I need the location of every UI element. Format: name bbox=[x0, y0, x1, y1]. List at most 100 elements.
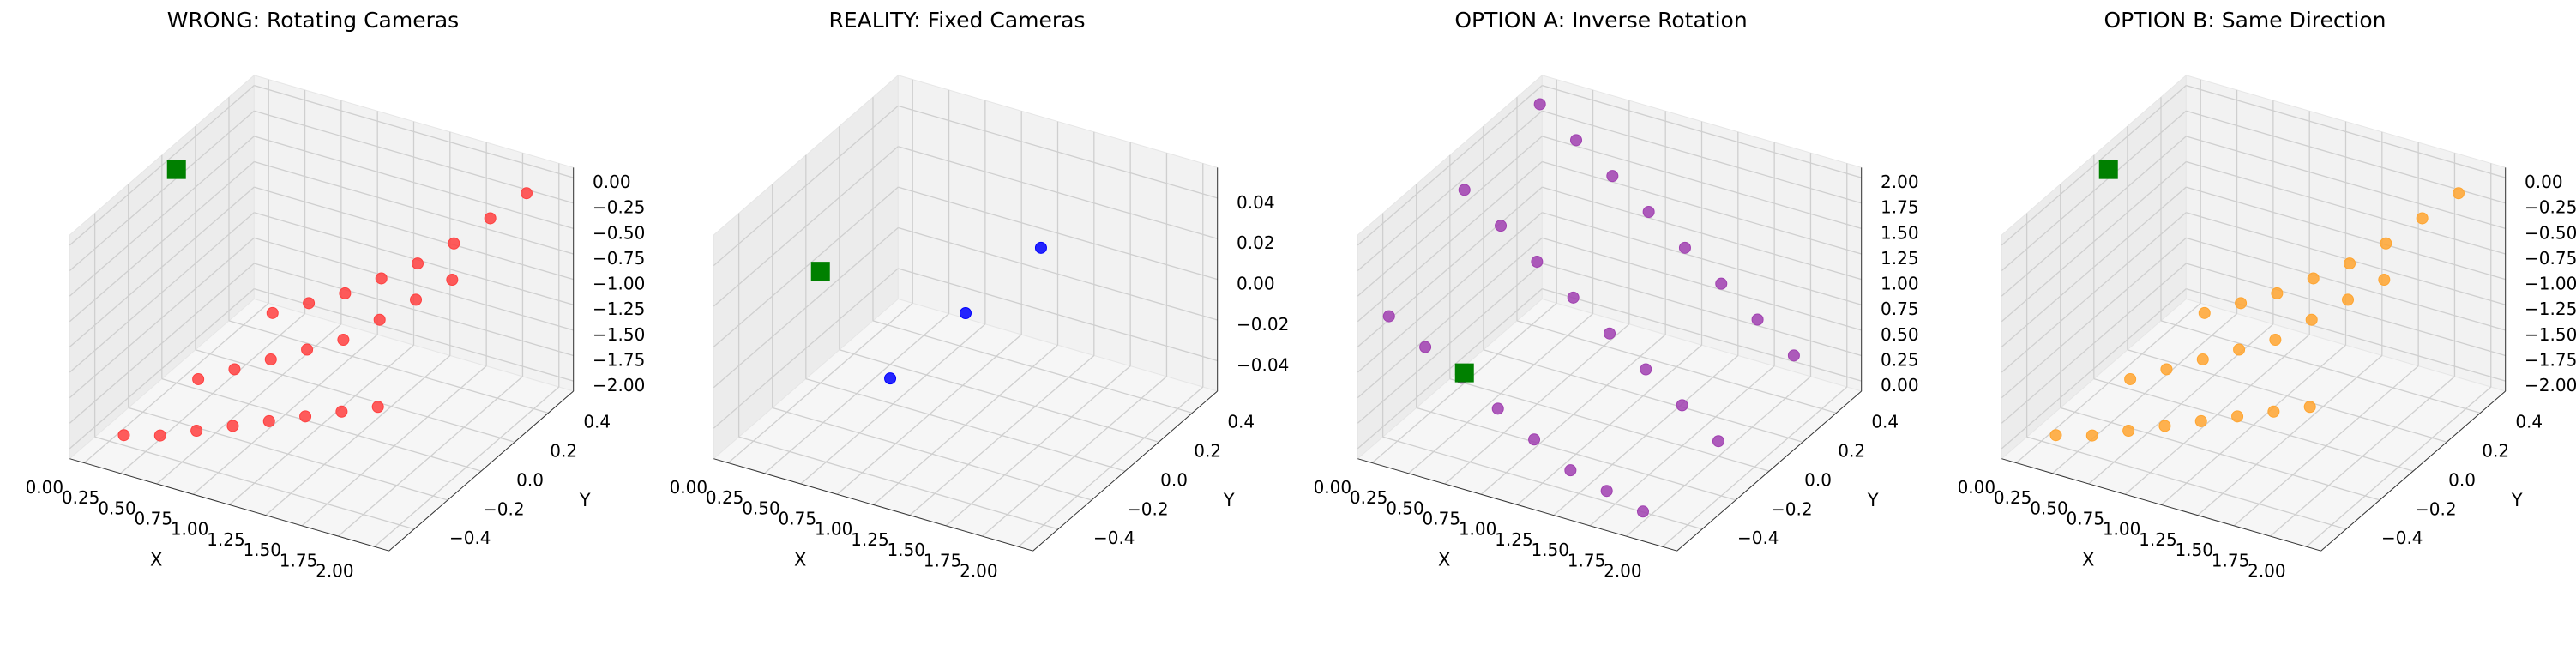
grid-line bbox=[2127, 349, 2447, 443]
grid-line bbox=[2001, 110, 2187, 271]
point bbox=[1676, 399, 1688, 412]
y-tick-label: 0.0 bbox=[2448, 469, 2476, 490]
subplot: OPTION A: Inverse Rotation0.000.250.500.… bbox=[1314, 8, 1919, 582]
point bbox=[1491, 402, 1504, 415]
point bbox=[448, 237, 460, 250]
y-axis bbox=[1676, 390, 1863, 552]
grid-line bbox=[2001, 136, 2187, 297]
y-axis bbox=[388, 390, 575, 552]
grid-line bbox=[2001, 212, 2187, 373]
grid-line bbox=[805, 377, 1126, 472]
point bbox=[190, 425, 203, 438]
point bbox=[520, 187, 533, 200]
point bbox=[2416, 212, 2429, 225]
point bbox=[1533, 98, 1546, 111]
x-tick-label: 0.75 bbox=[2067, 509, 2105, 529]
point bbox=[1678, 241, 1691, 254]
grid-line bbox=[1357, 263, 1543, 424]
grid-line bbox=[1357, 237, 1543, 399]
y-tick-label: −0.2 bbox=[1771, 498, 1813, 519]
subplot-title: OPTION A: Inverse Rotation bbox=[1454, 8, 1747, 33]
z-tick-label: −0.02 bbox=[1237, 314, 1289, 335]
z-tick-label: −2.00 bbox=[2525, 375, 2576, 395]
point bbox=[2049, 429, 2062, 442]
grid-line bbox=[2093, 377, 2414, 472]
grid-line bbox=[898, 226, 1218, 321]
x-tick-label: 2.00 bbox=[960, 561, 998, 582]
z-tick-label: −1.75 bbox=[593, 349, 645, 370]
grid-line bbox=[1357, 85, 1543, 246]
grid-line bbox=[1483, 349, 1803, 443]
grid-line bbox=[2001, 288, 2187, 450]
grid-line bbox=[69, 263, 255, 424]
x-tick-label: 1.25 bbox=[207, 529, 245, 550]
grid-line bbox=[254, 212, 574, 305]
y-tick-label: −0.4 bbox=[1093, 528, 1135, 548]
grid-line bbox=[2060, 407, 2380, 501]
x-tick-label: 0.00 bbox=[1958, 477, 1996, 498]
point bbox=[1600, 485, 1613, 498]
grid-line bbox=[1542, 237, 1862, 331]
grid-line bbox=[69, 110, 255, 271]
grid-line bbox=[254, 85, 574, 178]
grid-line bbox=[2186, 85, 2506, 178]
y-tick-label: 0.2 bbox=[2482, 441, 2509, 462]
grid-line bbox=[228, 320, 549, 414]
subplot: OPTION B: Same Direction0.000.250.500.75… bbox=[1958, 8, 2576, 582]
x-tick-label: 0.00 bbox=[1314, 477, 1352, 498]
x-axis-label: X bbox=[2082, 550, 2094, 570]
point bbox=[2194, 414, 2207, 427]
point bbox=[2233, 343, 2246, 356]
grid-line bbox=[2186, 110, 2506, 204]
z-tick-label: 0.50 bbox=[1881, 324, 1919, 345]
x-tick-label: 1.00 bbox=[171, 519, 209, 540]
subplot: WRONG: Rotating Cameras0.000.250.500.751… bbox=[26, 8, 646, 582]
grid-line bbox=[195, 349, 515, 443]
point bbox=[2344, 257, 2356, 270]
grid-line bbox=[1416, 407, 1736, 501]
point bbox=[303, 297, 316, 310]
point bbox=[1712, 435, 1724, 448]
point bbox=[2198, 306, 2211, 319]
point bbox=[1636, 505, 1649, 518]
subplot-title: WRONG: Rotating Cameras bbox=[167, 8, 459, 33]
grid-line bbox=[2026, 436, 2347, 530]
x-tick-label: 1.50 bbox=[243, 540, 281, 560]
subplot-title: REALITY: Fixed Cameras bbox=[828, 8, 1085, 33]
x-tick-label: 1.00 bbox=[1459, 519, 1497, 540]
grid-line bbox=[254, 136, 574, 230]
point bbox=[262, 414, 275, 427]
x-tick-label: 1.75 bbox=[924, 550, 962, 570]
grid-line bbox=[898, 105, 1218, 199]
point bbox=[484, 212, 497, 225]
point bbox=[446, 274, 459, 287]
x-tick-label: 1.50 bbox=[887, 540, 925, 560]
y-tick-label: 0.4 bbox=[1227, 412, 1255, 432]
z-tick-label: −1.50 bbox=[593, 324, 645, 345]
point bbox=[2303, 401, 2316, 414]
x-axis-label: X bbox=[794, 550, 806, 570]
grid-line bbox=[69, 186, 255, 347]
z-tick-label: −1.00 bbox=[593, 274, 645, 294]
y-tick-label: 0.2 bbox=[1194, 441, 1221, 462]
z-tick-label: −0.04 bbox=[1237, 354, 1289, 375]
point bbox=[2307, 272, 2320, 285]
grid-line bbox=[2186, 186, 2506, 281]
grid-line bbox=[1542, 263, 1862, 357]
z-tick-label: 0.75 bbox=[1881, 299, 1919, 319]
z-tick-label: 0.00 bbox=[1881, 375, 1919, 395]
point bbox=[117, 429, 130, 442]
reference-marker bbox=[166, 160, 186, 179]
x-tick-label: 0.50 bbox=[2030, 498, 2068, 518]
x-tick-label: 0.25 bbox=[1994, 487, 2032, 508]
grid-line bbox=[2186, 237, 2506, 331]
y-tick-label: 0.4 bbox=[2515, 412, 2543, 432]
grid-line bbox=[1542, 160, 1862, 255]
grid-line bbox=[161, 377, 482, 472]
y-tick-label: −0.2 bbox=[1127, 498, 1169, 519]
y-tick-label: 0.4 bbox=[1871, 412, 1899, 432]
grid-line bbox=[128, 407, 448, 501]
z-tick-label: −0.50 bbox=[593, 222, 645, 243]
